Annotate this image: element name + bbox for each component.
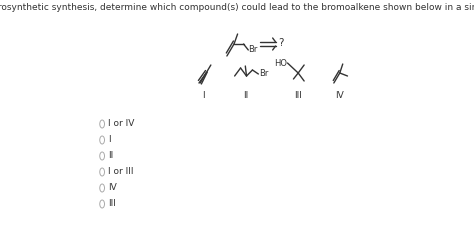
Text: I or IV: I or IV — [108, 119, 135, 128]
Text: IV: IV — [108, 184, 117, 193]
Text: Using retrosynthetic synthesis, determine which compound(s) could lead to the br: Using retrosynthetic synthesis, determin… — [0, 3, 474, 12]
Circle shape — [100, 200, 105, 208]
Text: I: I — [202, 90, 205, 100]
Text: IV: IV — [336, 90, 344, 100]
Text: III: III — [294, 90, 302, 100]
Text: Br: Br — [259, 69, 268, 79]
Circle shape — [100, 120, 105, 128]
Text: HO: HO — [274, 59, 288, 67]
Circle shape — [100, 152, 105, 160]
Text: I or III: I or III — [108, 168, 134, 177]
Text: Br: Br — [248, 46, 258, 55]
Circle shape — [100, 168, 105, 176]
Text: I: I — [108, 135, 111, 144]
Circle shape — [100, 136, 105, 144]
Circle shape — [100, 184, 105, 192]
Text: ?: ? — [278, 38, 283, 48]
Text: III: III — [108, 199, 116, 208]
Text: II: II — [108, 152, 113, 160]
Text: II: II — [243, 90, 248, 100]
